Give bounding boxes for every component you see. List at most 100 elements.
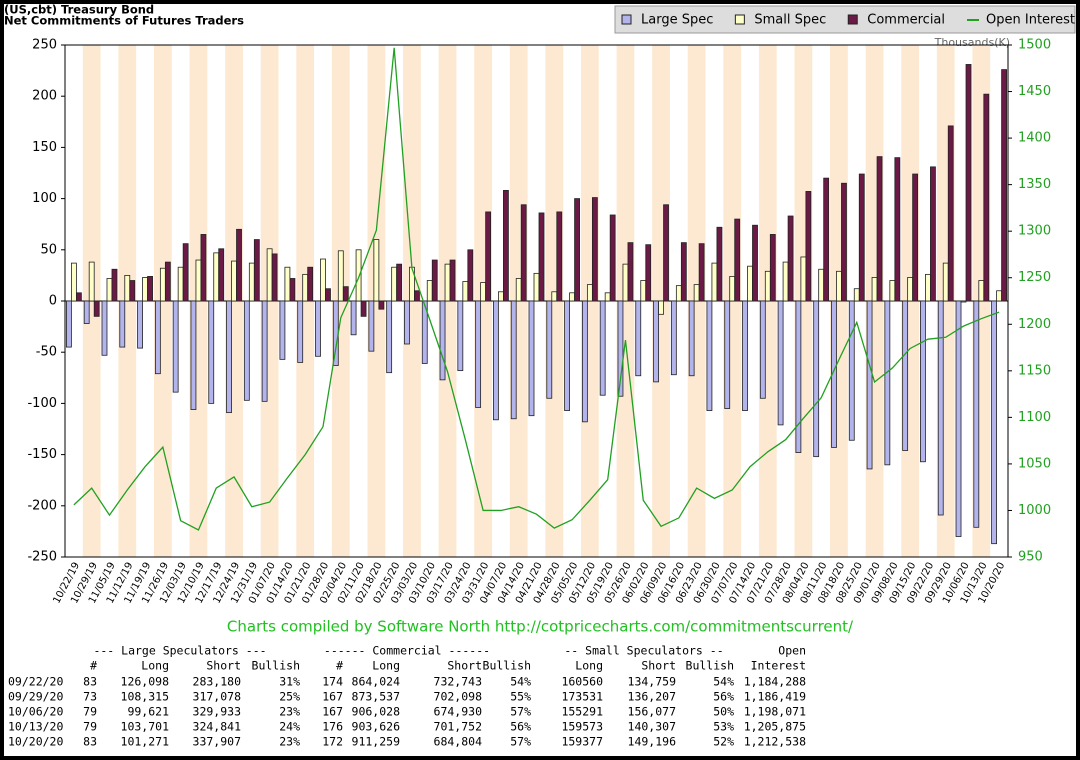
table-cell: 53%	[713, 720, 734, 734]
table-cell: 159573	[561, 720, 603, 734]
bar	[142, 277, 148, 302]
bar	[208, 300, 215, 404]
table-cell: 57%	[510, 735, 531, 749]
table-column-header: Bullish	[483, 659, 531, 673]
chart-title: (US,cbt) Treasury Bond	[4, 3, 154, 17]
bar	[177, 266, 184, 302]
bar	[658, 300, 664, 315]
bar	[569, 292, 575, 302]
bar	[129, 280, 136, 302]
bar	[747, 265, 753, 302]
bar	[894, 157, 901, 302]
bar	[320, 258, 326, 302]
table-column-header: Bullish	[686, 659, 734, 673]
table-cell: 702,098	[434, 690, 483, 704]
bar	[836, 270, 842, 302]
bar	[805, 191, 812, 302]
bar	[795, 300, 802, 453]
bar	[627, 242, 634, 302]
bar	[955, 300, 962, 537]
table-cell: 324,841	[193, 720, 242, 734]
bar	[841, 182, 847, 302]
bar	[147, 276, 153, 302]
bar	[947, 125, 954, 302]
y-tick-label: -150	[27, 447, 57, 462]
bar	[315, 300, 321, 357]
table-cell: 684,804	[434, 735, 483, 749]
line-series	[73, 47, 1000, 531]
bar	[973, 300, 980, 528]
bar	[253, 239, 260, 302]
bar	[414, 290, 420, 302]
y-tick-label: 150	[32, 140, 57, 155]
y-tick-label: -250	[27, 550, 57, 565]
bar	[848, 300, 855, 441]
bar	[609, 214, 616, 302]
bar	[724, 300, 731, 409]
legend-item: Small Spec	[734, 13, 826, 28]
table-cell: 337,907	[193, 735, 242, 749]
bar	[261, 300, 268, 402]
table-cell: 317,078	[193, 690, 242, 704]
legend-swatch	[847, 14, 858, 25]
bar	[355, 249, 362, 302]
y2-tick-label: 1350	[1018, 177, 1051, 192]
bar	[485, 211, 492, 302]
table-cell: 136,207	[628, 690, 677, 704]
table-column-header: #	[90, 659, 97, 673]
y-tick-label: -50	[36, 345, 57, 360]
bar	[154, 300, 161, 375]
bar	[337, 250, 344, 302]
table-cell: 159377	[561, 735, 603, 749]
bar	[271, 253, 278, 302]
bar	[195, 259, 202, 302]
bar	[373, 239, 380, 302]
bar	[404, 300, 410, 345]
bar	[876, 156, 883, 302]
legend-label: Large Spec	[641, 13, 713, 28]
table-cell: 156,077	[628, 705, 677, 719]
bar	[297, 300, 304, 363]
table-cell: 54%	[713, 675, 734, 689]
bar	[586, 284, 593, 302]
bar	[693, 284, 700, 302]
bar	[764, 270, 771, 302]
bar	[378, 300, 385, 310]
table-cell: 108,315	[121, 690, 169, 704]
table-column-header: Short	[641, 659, 676, 673]
bar	[137, 300, 143, 349]
table-cell: 55%	[510, 690, 531, 704]
bar	[520, 204, 527, 302]
bar	[742, 300, 748, 411]
bar	[942, 262, 949, 302]
bar	[556, 211, 563, 302]
table-column-header: Short	[447, 659, 482, 673]
table-cell: 83	[83, 735, 97, 749]
table-cell: 50%	[713, 705, 734, 719]
table-cell: 09/22/20	[8, 675, 63, 689]
table-cell: 283,180	[193, 675, 242, 689]
bar	[503, 190, 509, 302]
table-cell: 09/29/20	[8, 690, 63, 704]
bar	[564, 300, 570, 411]
table-cell: 57%	[510, 705, 531, 719]
bar	[213, 252, 220, 302]
table-cell: 79	[83, 705, 97, 719]
bar	[635, 300, 642, 377]
table-cell: 99,621	[127, 705, 169, 719]
bar	[670, 300, 677, 376]
table-column-header: Long	[575, 659, 603, 673]
bar	[368, 300, 375, 352]
y-tick-label: 0	[49, 294, 57, 309]
bar	[716, 226, 723, 302]
bar	[688, 300, 695, 377]
bar	[101, 300, 108, 356]
table-cell: 23%	[279, 705, 300, 719]
bar	[200, 234, 207, 302]
bar	[498, 291, 504, 302]
table-cell: 674,930	[434, 705, 483, 719]
table-cell: 732,743	[434, 675, 483, 689]
y2-tick-label: 1100	[1018, 410, 1051, 425]
bar	[907, 277, 914, 302]
bar	[307, 266, 314, 302]
